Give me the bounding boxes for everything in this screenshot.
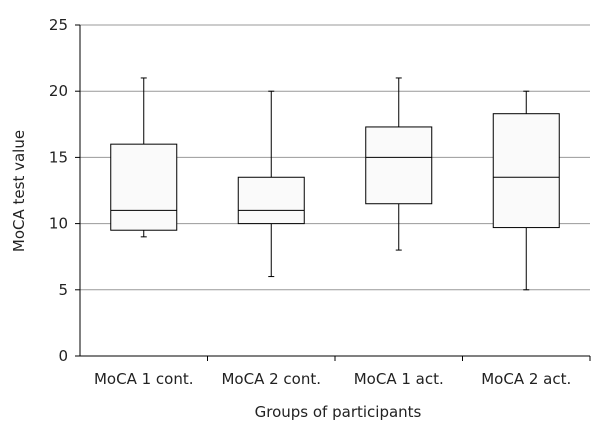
- y-tick-label: 5: [58, 281, 68, 299]
- y-tick-label: 25: [49, 16, 68, 34]
- box-3: [365, 77, 433, 251]
- y-axis-title: MoCA test value: [10, 130, 28, 252]
- box-2: [237, 90, 305, 278]
- x-tick-label: MoCA 1 cont.: [94, 370, 194, 388]
- boxes: [110, 77, 560, 291]
- box-iqr: [492, 113, 560, 229]
- x-tick-label: MoCA 2 act.: [481, 370, 571, 388]
- x-axis-title: Groups of participants: [255, 403, 422, 421]
- box-iqr: [110, 143, 178, 231]
- y-tick-label: 20: [49, 82, 68, 100]
- box-1: [110, 77, 178, 238]
- x-tick-label: MoCA 1 act.: [354, 370, 444, 388]
- axes: [75, 24, 591, 361]
- tick-labels: 0 5 10 15 20 25 MoCA 1 cont. MoCA 2 cont. MoCA 1…: [49, 16, 571, 388]
- box-4: [492, 90, 560, 291]
- x-tick-label: MoCA 2 cont.: [221, 370, 321, 388]
- box-iqr: [237, 176, 305, 225]
- y-tick-label: 15: [49, 148, 68, 166]
- box-iqr: [365, 126, 433, 205]
- y-tick-label: 10: [49, 215, 68, 233]
- y-tick-label: 0: [58, 347, 68, 365]
